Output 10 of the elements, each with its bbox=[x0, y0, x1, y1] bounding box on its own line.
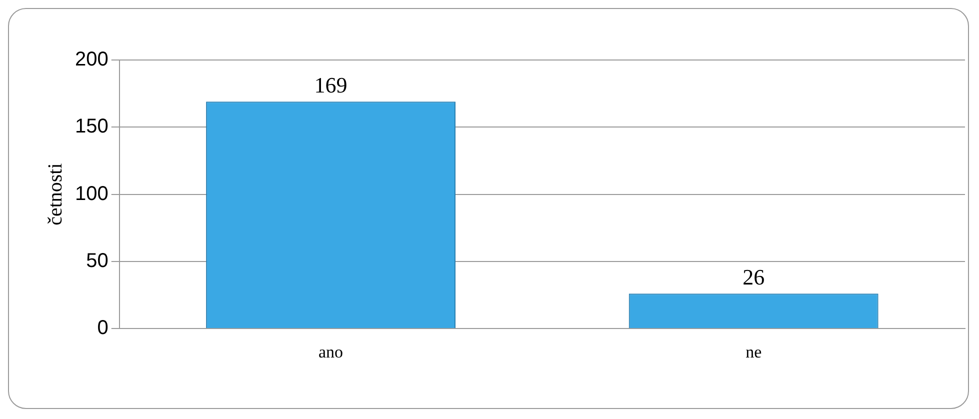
data-label: 26 bbox=[742, 264, 765, 290]
y-tick-label: 50 bbox=[86, 250, 108, 272]
y-tick-label: 0 bbox=[97, 317, 108, 340]
x-tick-label: ne bbox=[746, 342, 762, 362]
x-tick-label: ano bbox=[318, 342, 344, 362]
y-tick-label: 150 bbox=[74, 116, 108, 138]
y-tick-label: 200 bbox=[74, 48, 108, 71]
data-label: 169 bbox=[314, 72, 348, 98]
y-axis-title: četnosti bbox=[44, 162, 66, 226]
y-tick-label: 100 bbox=[74, 182, 108, 205]
